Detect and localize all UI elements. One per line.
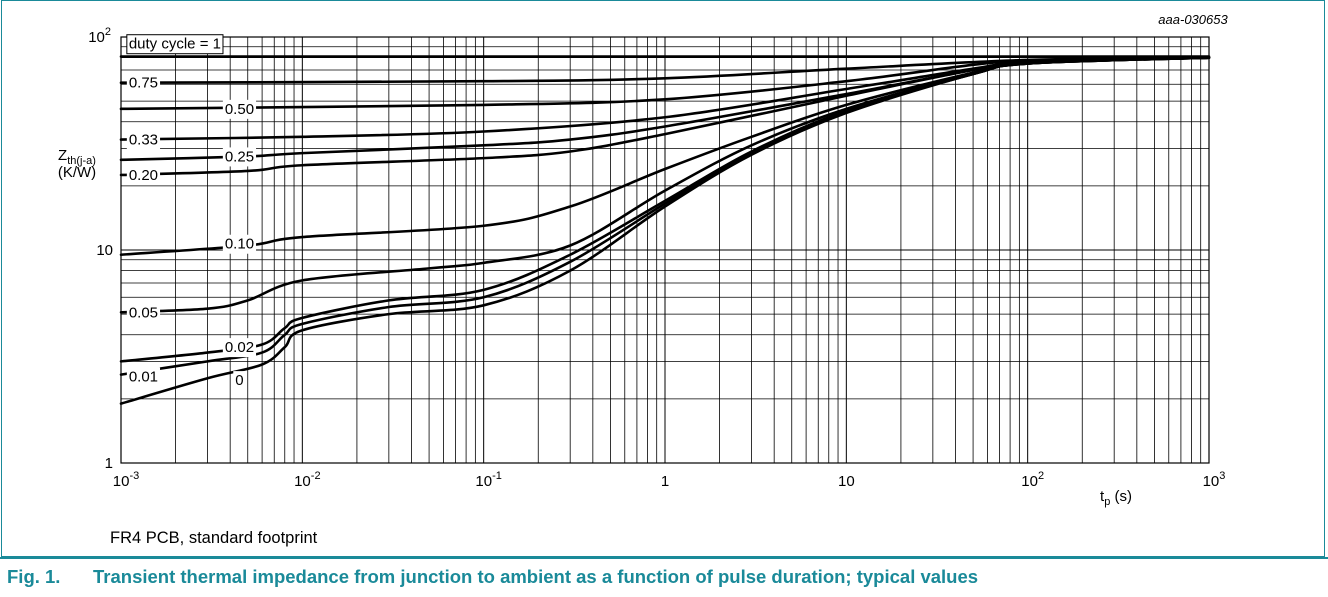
curve-label-background	[126, 34, 224, 55]
curve-duty-0	[119, 56, 1211, 405]
figure-id: aaa-030653	[1158, 12, 1228, 27]
y-axis-label-quantity: Zth(j-a)	[58, 147, 96, 167]
plot-area-border	[120, 36, 1210, 464]
curve-label: duty cycle = 1	[129, 36, 221, 53]
curve-label-background	[126, 165, 161, 185]
curve-label: 0.33	[129, 132, 158, 149]
figure-frame	[1, 0, 1325, 557]
x-tick-label: 102	[1021, 470, 1044, 490]
curve-label: 0.02	[225, 339, 254, 356]
x-axis-label: tp (s)	[1100, 488, 1132, 508]
curve-label-background	[126, 73, 161, 93]
curve-label: 0.05	[129, 304, 158, 321]
curve-label: 0.50	[225, 101, 254, 118]
x-tick-label: 10-1	[475, 470, 501, 490]
curve-label: 0.20	[129, 167, 158, 184]
curve-label: 0.10	[225, 236, 254, 253]
curve-label-background	[126, 367, 161, 387]
curve-label-background	[222, 147, 257, 167]
y-axis-label: Zth(j-a) (K/W)	[58, 147, 96, 181]
grid-lines	[120, 36, 1210, 464]
curve-group	[119, 55, 1211, 405]
curve-label-background	[233, 371, 246, 391]
curve-label: 0.75	[129, 75, 158, 92]
x-tick-label: 10-3	[113, 470, 139, 490]
chart-note: FR4 PCB, standard footprint	[110, 529, 318, 547]
curve-label-background	[126, 130, 161, 150]
curve-label: 0.25	[225, 148, 254, 165]
tick-label-group: 10-3 10-2 10-1 1 10 102 103 1 10 102	[88, 26, 1225, 490]
curve-label: 0	[235, 372, 243, 389]
x-tick-label: 1	[661, 473, 669, 490]
x-tick-label: 103	[1203, 470, 1226, 490]
curve-label-background	[222, 338, 257, 358]
figure-number: Fig. 1.	[7, 566, 61, 587]
y-axis-label-unit: (K/W)	[58, 164, 96, 181]
x-tick-label: 10	[838, 473, 855, 490]
y-tick-label: 10	[96, 242, 113, 259]
y-tick-label: 102	[88, 26, 111, 46]
y-tick-label: 1	[105, 455, 113, 472]
caption-divider	[0, 557, 1328, 559]
curve-label-background	[222, 99, 257, 119]
curve-label-group: duty cycle = 1 0.75 0.50 0.33 0.25 0.20 0.10 0.…	[126, 34, 257, 391]
curve-label: 0.01	[129, 368, 158, 385]
caption-text: Transient thermal impedance from junctio…	[93, 566, 979, 587]
figure-caption: Fig. 1. Transient thermal impedance from …	[7, 566, 978, 588]
curve-label-background	[126, 303, 161, 323]
curve-label-background	[222, 234, 257, 254]
x-tick-label: 10-2	[294, 470, 320, 490]
thermal-impedance-chart: duty cycle = 1 0.75 0.50 0.33 0.25 0.20 0.10 0.…	[58, 12, 1229, 547]
